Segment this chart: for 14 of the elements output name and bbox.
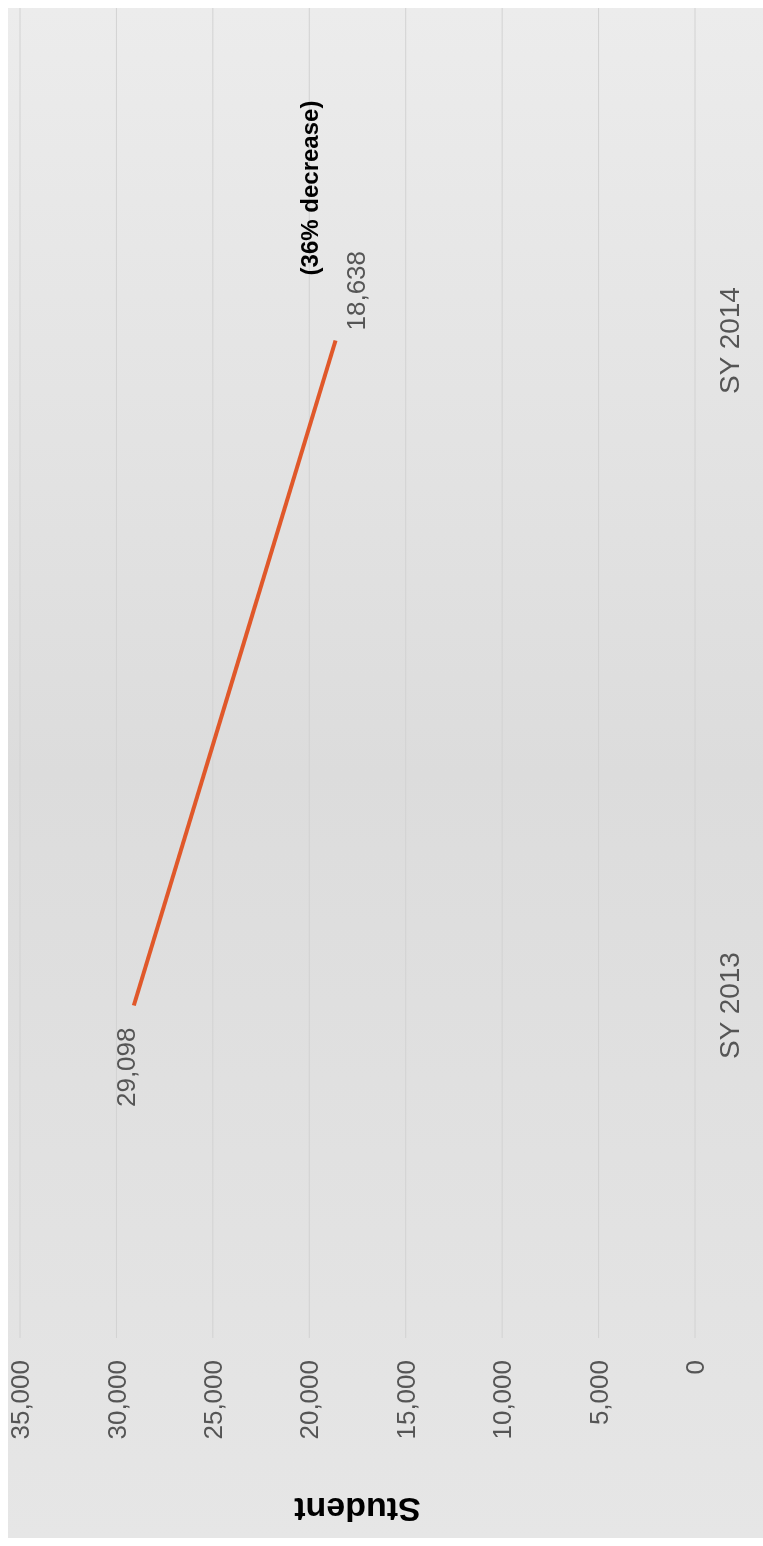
x-tick-label: 15,000 (390, 1360, 421, 1440)
x-tick-label: 30,000 (101, 1360, 132, 1440)
x-tick-label: 35,000 (5, 1360, 36, 1440)
x-tick-label: 5,000 (583, 1360, 614, 1426)
annotation: (36% decrease) (296, 100, 324, 276)
data-label: 29,098 (110, 1027, 141, 1108)
data-label: 18,638 (340, 250, 371, 331)
x-tick-label: 10,000 (487, 1360, 518, 1440)
x-tick-label: 0 (680, 1360, 711, 1375)
x-axis-title: Student (294, 1491, 421, 1529)
x-tick-label: 20,000 (294, 1360, 325, 1440)
y-tick-label: SY 2013 (713, 952, 745, 1059)
x-tick-label: 25,000 (197, 1360, 228, 1440)
y-tick-label: SY 2014 (713, 287, 745, 394)
